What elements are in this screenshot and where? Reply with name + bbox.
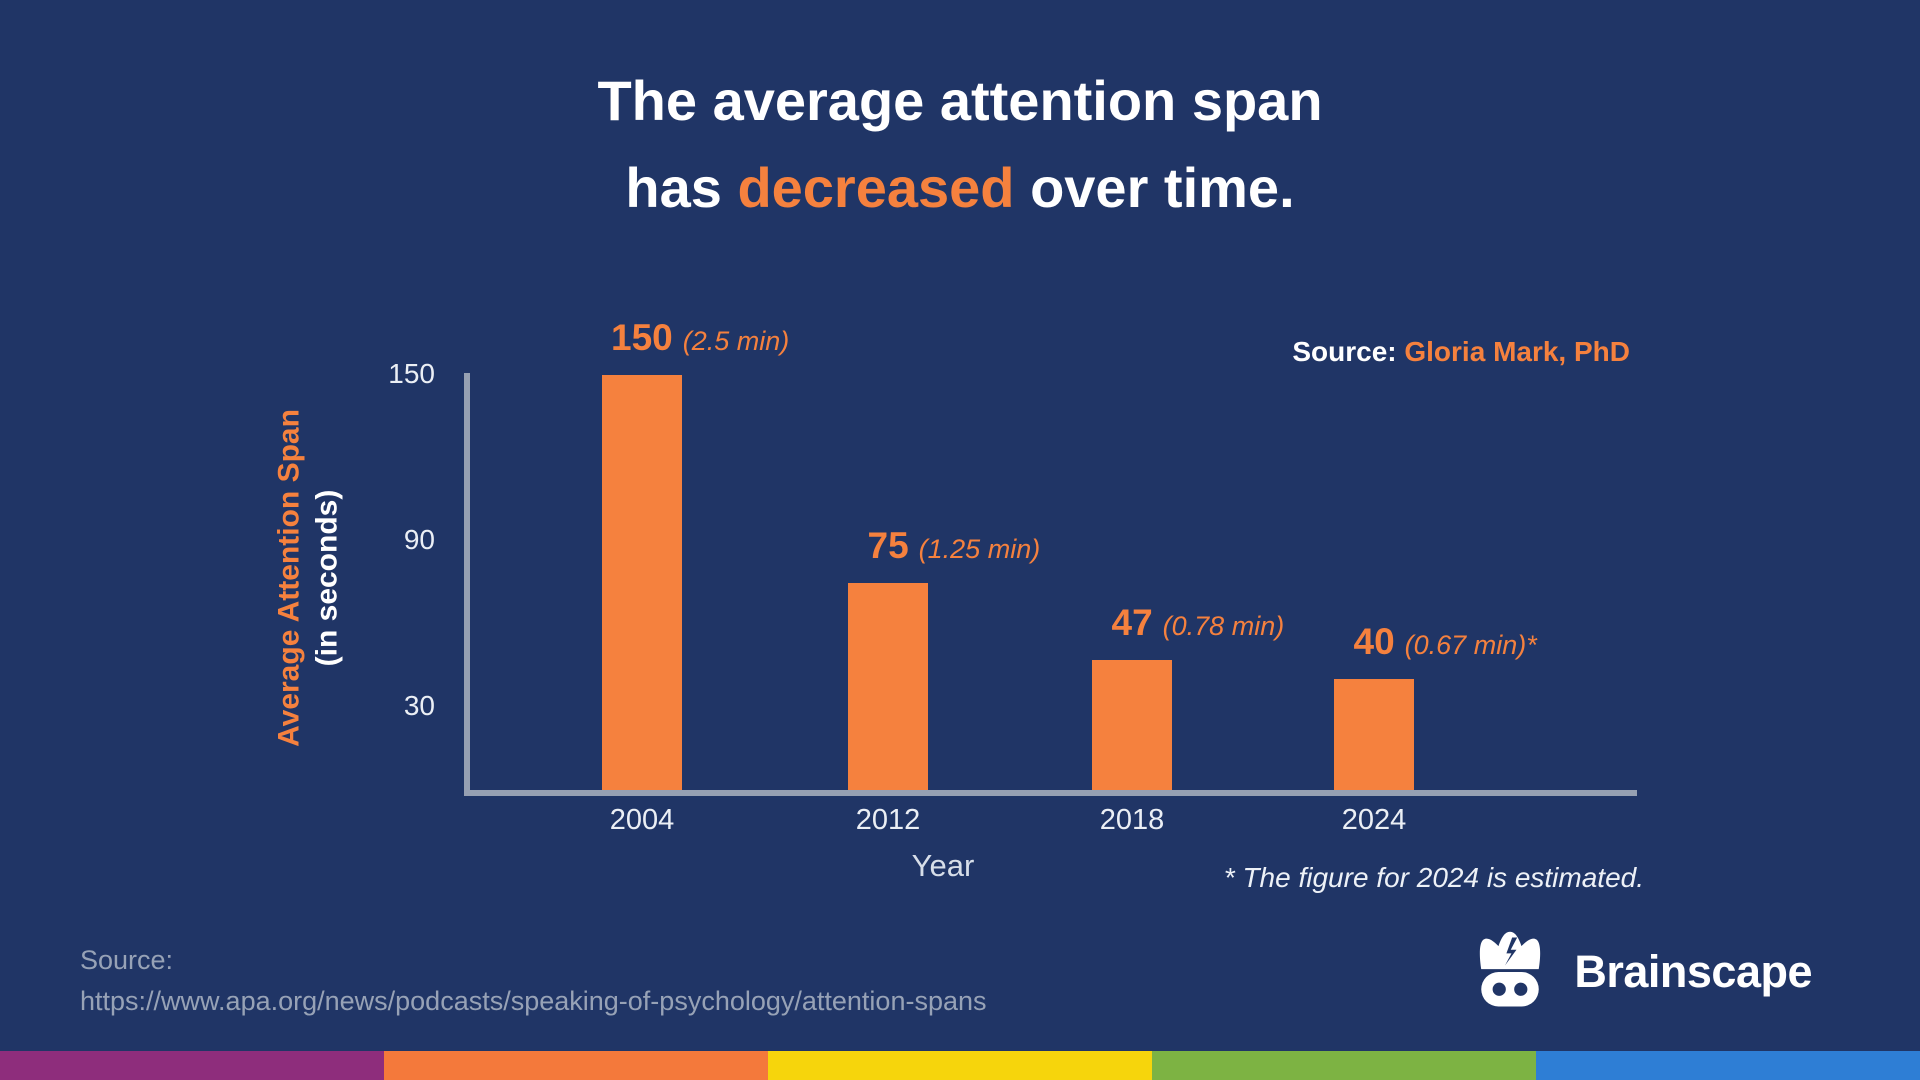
stripe-segment [0, 1051, 384, 1080]
x-tick: 2024 [1341, 804, 1407, 836]
bar-2024 [1334, 679, 1414, 790]
x-tick: 2018 [1099, 804, 1165, 836]
bar-value-note: (0.78 min) [1162, 610, 1285, 641]
bar-value-note: (1.25 min) [918, 533, 1041, 564]
bar-value-label: 40 (0.67 min)* [1354, 621, 1537, 663]
title-line1: The average attention span [597, 69, 1323, 132]
bar-value-label: 47 (0.78 min) [1112, 602, 1285, 644]
bar-2018 [1092, 659, 1172, 790]
footer-color-stripe [0, 1051, 1920, 1080]
source-credit-name: Gloria Mark, PhD [1404, 336, 1630, 367]
bar-value-note: (2.5 min) [682, 326, 790, 356]
bar-2004 [602, 375, 682, 790]
source-credit: Source: Gloria Mark, PhD [1292, 336, 1630, 368]
title-highlight: decreased [737, 155, 1015, 219]
brainscape-logo-icon [1480, 931, 1541, 1007]
bar-value: 75 [867, 524, 909, 566]
bar-2012 [848, 582, 928, 790]
source-url-label: Source: [80, 945, 174, 975]
bar-value: 47 [1111, 601, 1153, 643]
y-tick: 150 [388, 358, 435, 389]
bar-value-label: 150 (2.5 min) [611, 317, 789, 359]
y-tick: 90 [403, 524, 435, 555]
stripe-segment [768, 1051, 1152, 1080]
stripe-segment [384, 1051, 768, 1080]
brand-lockup: Brainscape [1464, 926, 1812, 1018]
brand-name: Brainscape [1574, 946, 1812, 997]
bar-value: 150 [611, 317, 673, 358]
y-tick: 30 [403, 690, 435, 721]
x-axis-line [464, 790, 1637, 796]
bar-value-label: 75 (1.25 min) [868, 525, 1041, 567]
x-axis-label: Year [911, 848, 975, 883]
title-line2-suffix: over time. [1014, 155, 1295, 219]
stripe-segment [1152, 1051, 1536, 1080]
source-url-block: Source: https://www.apa.org/news/podcast… [80, 940, 987, 1021]
footnote: * The figure for 2024 is estimated. [1223, 862, 1644, 893]
source-credit-label: Source: [1292, 336, 1397, 367]
x-tick: 2004 [609, 804, 675, 836]
title-line2-prefix: has [625, 155, 738, 219]
bar-value: 40 [1353, 621, 1395, 663]
page-title: The average attention span has decreased… [0, 58, 1920, 232]
y-axis-line [464, 373, 470, 796]
x-tick: 2012 [855, 804, 921, 836]
stripe-segment [1536, 1051, 1920, 1080]
source-url: https://www.apa.org/news/podcasts/speaki… [80, 985, 987, 1016]
bar-value-note: (0.67 min)* [1404, 630, 1537, 661]
